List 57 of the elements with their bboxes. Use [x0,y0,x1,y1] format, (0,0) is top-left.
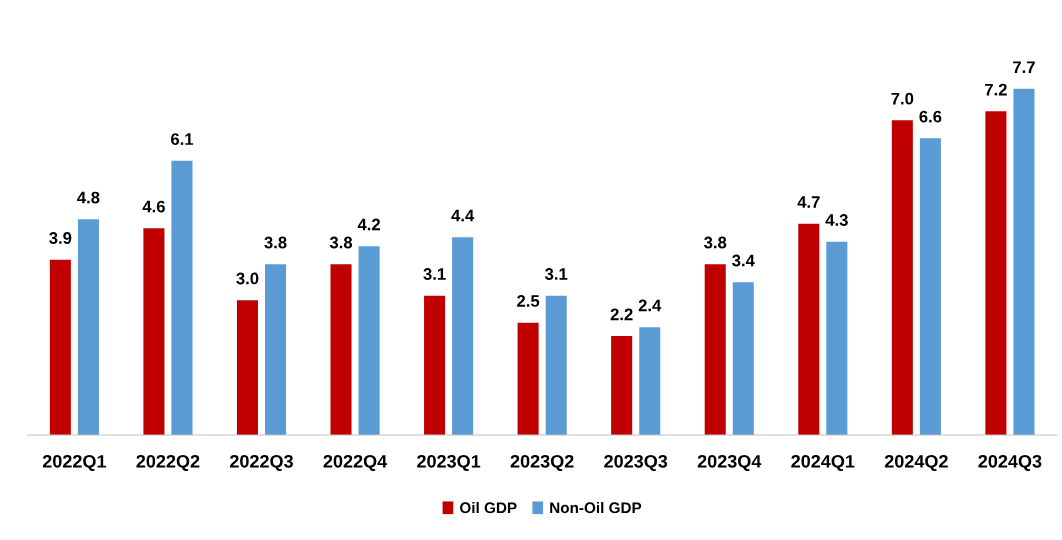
bar [424,295,446,436]
data-label: 2.4 [638,299,662,312]
data-label: 3.4 [732,254,755,267]
data-label: 4.7 [797,196,820,208]
bar [330,264,352,436]
bar [704,264,726,436]
x-tick-label: 2022Q1 [42,454,107,472]
bar [891,120,913,436]
bar [826,241,848,436]
data-label: 6.1 [171,133,194,145]
data-label: 3.9 [49,232,72,244]
x-tick-label: 2024Q2 [884,454,948,472]
bar [985,111,1007,436]
x-tick-label: 2024Q1 [791,454,855,472]
bar [143,228,165,436]
x-tick-label: 2022Q2 [136,454,200,472]
bar [452,237,474,436]
data-label: 3.8 [704,236,727,249]
bar [77,219,99,436]
x-tick-label: 2024Q3 [978,454,1042,472]
bar [732,282,754,436]
x-tick-label: 2023Q3 [604,454,668,472]
data-label: 3.1 [423,268,446,280]
x-tick-label: 2023Q2 [510,454,574,472]
data-label: 2.2 [610,308,633,321]
x-tick-label: 2023Q4 [697,454,762,472]
bar [919,138,941,436]
data-label: 7.7 [1013,61,1035,73]
bar [639,327,661,436]
bar [171,160,193,436]
data-label: 7.0 [891,92,914,105]
bar [49,259,71,436]
data-label: 7.2 [985,83,1007,96]
bar [798,223,820,436]
data-label: 6.6 [919,110,942,123]
data-label: 3.1 [544,268,568,280]
data-label: 4.6 [142,200,165,213]
legend-label: Oil GDP [460,501,517,514]
x-tick-label: 2022Q4 [323,454,388,472]
bar [358,246,380,436]
bar [545,295,567,436]
bar [611,336,633,436]
bar [265,264,287,436]
x-tick-label: 2022Q3 [230,454,293,472]
bar [236,300,258,436]
data-label: 3.8 [264,236,287,249]
data-label: 4.2 [357,218,380,231]
bar [517,322,539,436]
bar [1013,88,1035,436]
data-label: 2.5 [517,295,540,307]
data-label: 4.8 [77,191,100,204]
x-tick-label: 2023Q1 [417,454,481,472]
legend-label: Non-Oil GDP [550,501,642,514]
data-label: 3.8 [329,236,353,249]
data-label: 4.3 [825,214,848,226]
data-label: 4.4 [451,209,475,222]
data-label: 3.0 [236,272,259,285]
